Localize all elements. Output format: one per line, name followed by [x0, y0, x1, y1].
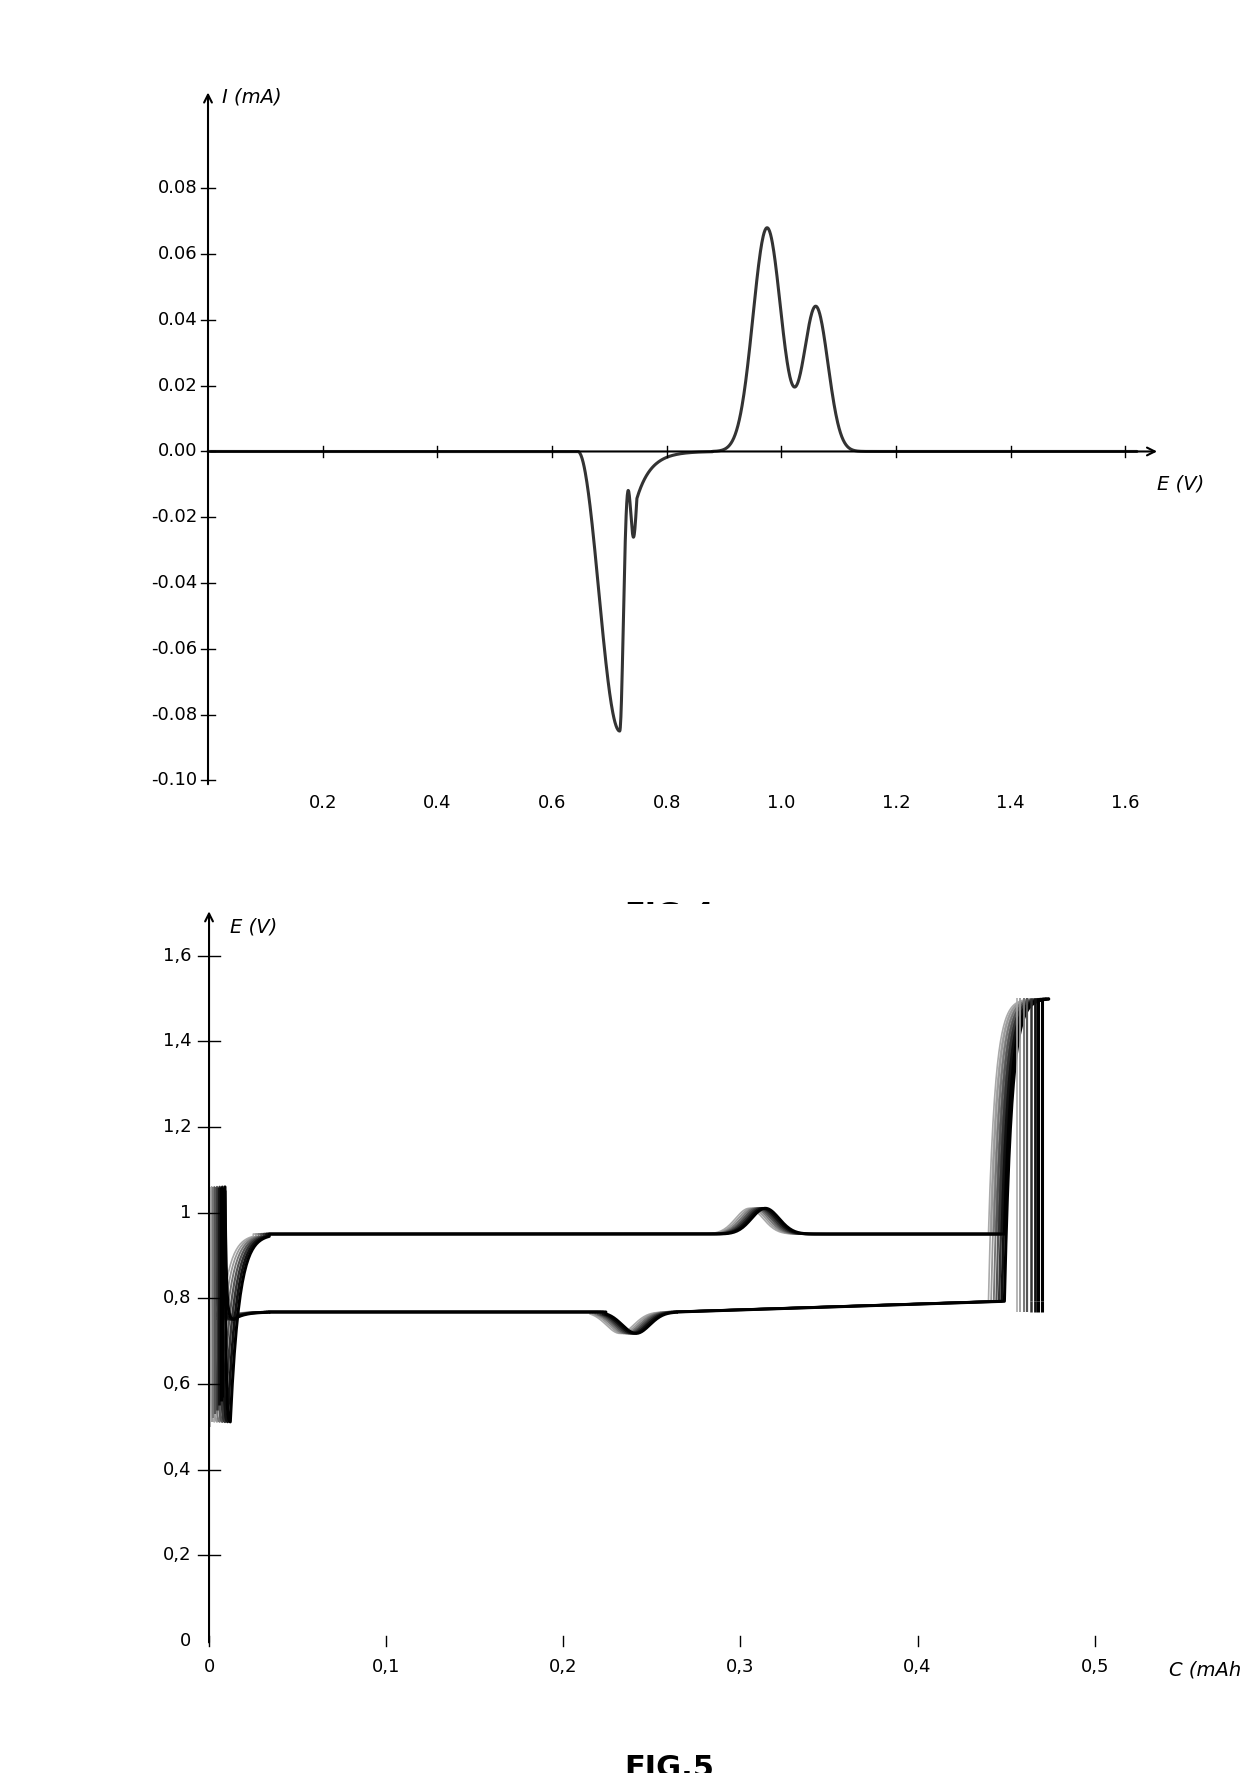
Text: E (V): E (V) [1157, 475, 1204, 493]
Text: 0.04: 0.04 [157, 310, 197, 330]
Text: 1.0: 1.0 [768, 794, 796, 812]
Text: 0,2: 0,2 [162, 1546, 191, 1564]
Text: 1,4: 1,4 [162, 1032, 191, 1050]
Text: 0: 0 [180, 1631, 191, 1651]
Text: FIG.4: FIG.4 [625, 901, 714, 931]
Text: 0,5: 0,5 [1080, 1658, 1109, 1675]
Text: 0.8: 0.8 [652, 794, 681, 812]
Text: FIG.5: FIG.5 [625, 1753, 714, 1773]
Text: 0,1: 0,1 [372, 1658, 401, 1675]
Text: C (mAh): C (mAh) [1169, 1660, 1240, 1679]
Text: 1,2: 1,2 [162, 1119, 191, 1136]
Text: -0.08: -0.08 [151, 706, 197, 723]
Text: 0.2: 0.2 [309, 794, 337, 812]
Text: 0.4: 0.4 [423, 794, 451, 812]
Text: 0.06: 0.06 [157, 245, 197, 262]
Text: -0.02: -0.02 [151, 509, 197, 527]
Text: 1: 1 [180, 1204, 191, 1222]
Text: 0,6: 0,6 [162, 1374, 191, 1394]
Text: -0.06: -0.06 [151, 640, 197, 658]
Text: 1.4: 1.4 [997, 794, 1025, 812]
Text: -0.04: -0.04 [151, 574, 197, 592]
Text: 0.02: 0.02 [157, 376, 197, 395]
Text: 0,8: 0,8 [162, 1289, 191, 1307]
Text: 0,4: 0,4 [162, 1461, 191, 1479]
Text: 0.6: 0.6 [538, 794, 567, 812]
Text: 0,3: 0,3 [727, 1658, 755, 1675]
Text: 1,6: 1,6 [162, 947, 191, 965]
Text: I (mA): I (mA) [222, 87, 281, 106]
Text: E (V): E (V) [231, 917, 278, 936]
Text: 0: 0 [203, 1658, 215, 1675]
Text: 0,4: 0,4 [904, 1658, 931, 1675]
Text: 1.6: 1.6 [1111, 794, 1140, 812]
Text: 1.2: 1.2 [882, 794, 910, 812]
Text: 0,2: 0,2 [549, 1658, 578, 1675]
Text: -0.10: -0.10 [151, 771, 197, 789]
Text: 0.08: 0.08 [157, 179, 197, 197]
Text: 0.00: 0.00 [159, 443, 197, 461]
